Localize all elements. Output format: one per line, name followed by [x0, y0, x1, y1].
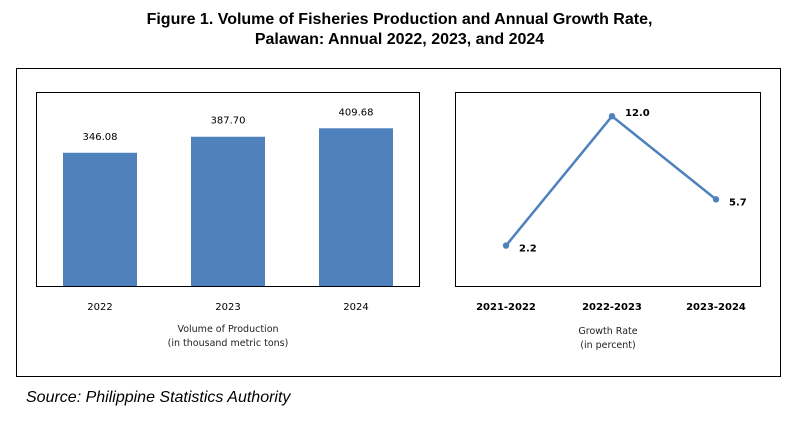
line-point-2023-2024: [712, 196, 720, 203]
bar-value-label-2024: 409.68: [339, 107, 374, 118]
growth-rate-line: [505, 114, 717, 247]
source-note: Source: Philippine Statistics Authority: [26, 389, 291, 406]
line-point-2021-2022: [502, 242, 510, 249]
bar-2023: [191, 136, 265, 286]
bar-2022: [63, 152, 137, 286]
line-chart-x-axis-title: Growth Rate (in percent): [455, 325, 761, 353]
line-x-tick-label-2023-2024: 2023-2024: [686, 302, 746, 313]
line-xlabel-line-1: Growth Rate: [578, 326, 638, 337]
bar-x-tick-label-2024: 2024: [343, 302, 368, 313]
bar-chart-plot-area: [36, 92, 420, 287]
bar-x-tick-label-2022: 2022: [87, 302, 112, 313]
bar-2024: [319, 128, 393, 286]
line-xlabel-line-2: (in percent): [580, 340, 636, 351]
title-line-2: Palawan: Annual 2022, 2023, and 2024: [254, 31, 545, 48]
figure-frame: [16, 68, 781, 377]
line-value-label-2023-2024: 5.7: [729, 197, 747, 208]
bar-x-tick-label-2023: 2023: [215, 302, 240, 313]
title-line-1: Figure 1. Volume of Fisheries Production…: [146, 11, 653, 28]
bar-xlabel-line-1: Volume of Production: [177, 324, 279, 335]
chart-title: Figure 1. Volume of Fisheries Production…: [0, 10, 799, 50]
bar-value-label-2022: 346.08: [83, 132, 118, 143]
line-value-label-2022-2023: 12.0: [625, 108, 650, 119]
bar-xlabel-line-2: (in thousand metric tons): [167, 338, 289, 349]
line-x-tick-label-2022-2023: 2022-2023: [582, 302, 642, 313]
line-chart-plot-area: [455, 92, 761, 287]
bar-chart-x-axis-title: Volume of Production (in thousand metric…: [36, 323, 420, 351]
bar-value-label-2023: 387.70: [211, 116, 246, 127]
line-x-tick-label-2021-2022: 2021-2022: [476, 302, 536, 313]
line-point-2022-2023: [608, 113, 616, 120]
line-value-label-2021-2022: 2.2: [519, 244, 537, 255]
